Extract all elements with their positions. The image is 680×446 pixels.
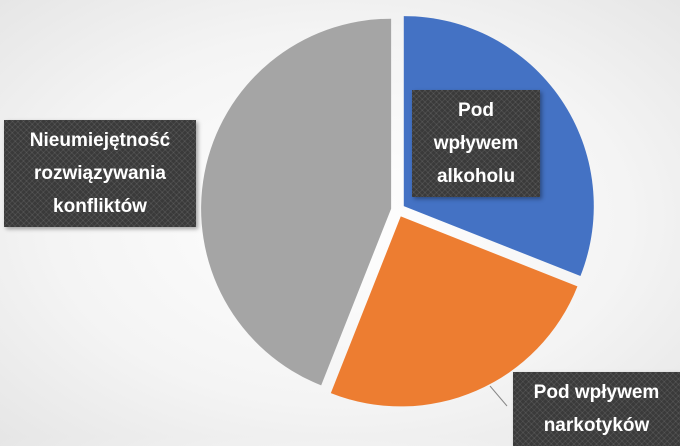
pie-slice xyxy=(201,18,392,386)
data-label: Pod wpływem narkotyków xyxy=(513,372,680,446)
data-label: Nieumiejętność rozwiązywania konfliktów xyxy=(4,120,196,227)
data-label: Pod wpływem alkoholu xyxy=(412,90,540,197)
chart xyxy=(201,16,594,407)
leader-line xyxy=(489,385,508,407)
pie-slice xyxy=(330,216,578,407)
